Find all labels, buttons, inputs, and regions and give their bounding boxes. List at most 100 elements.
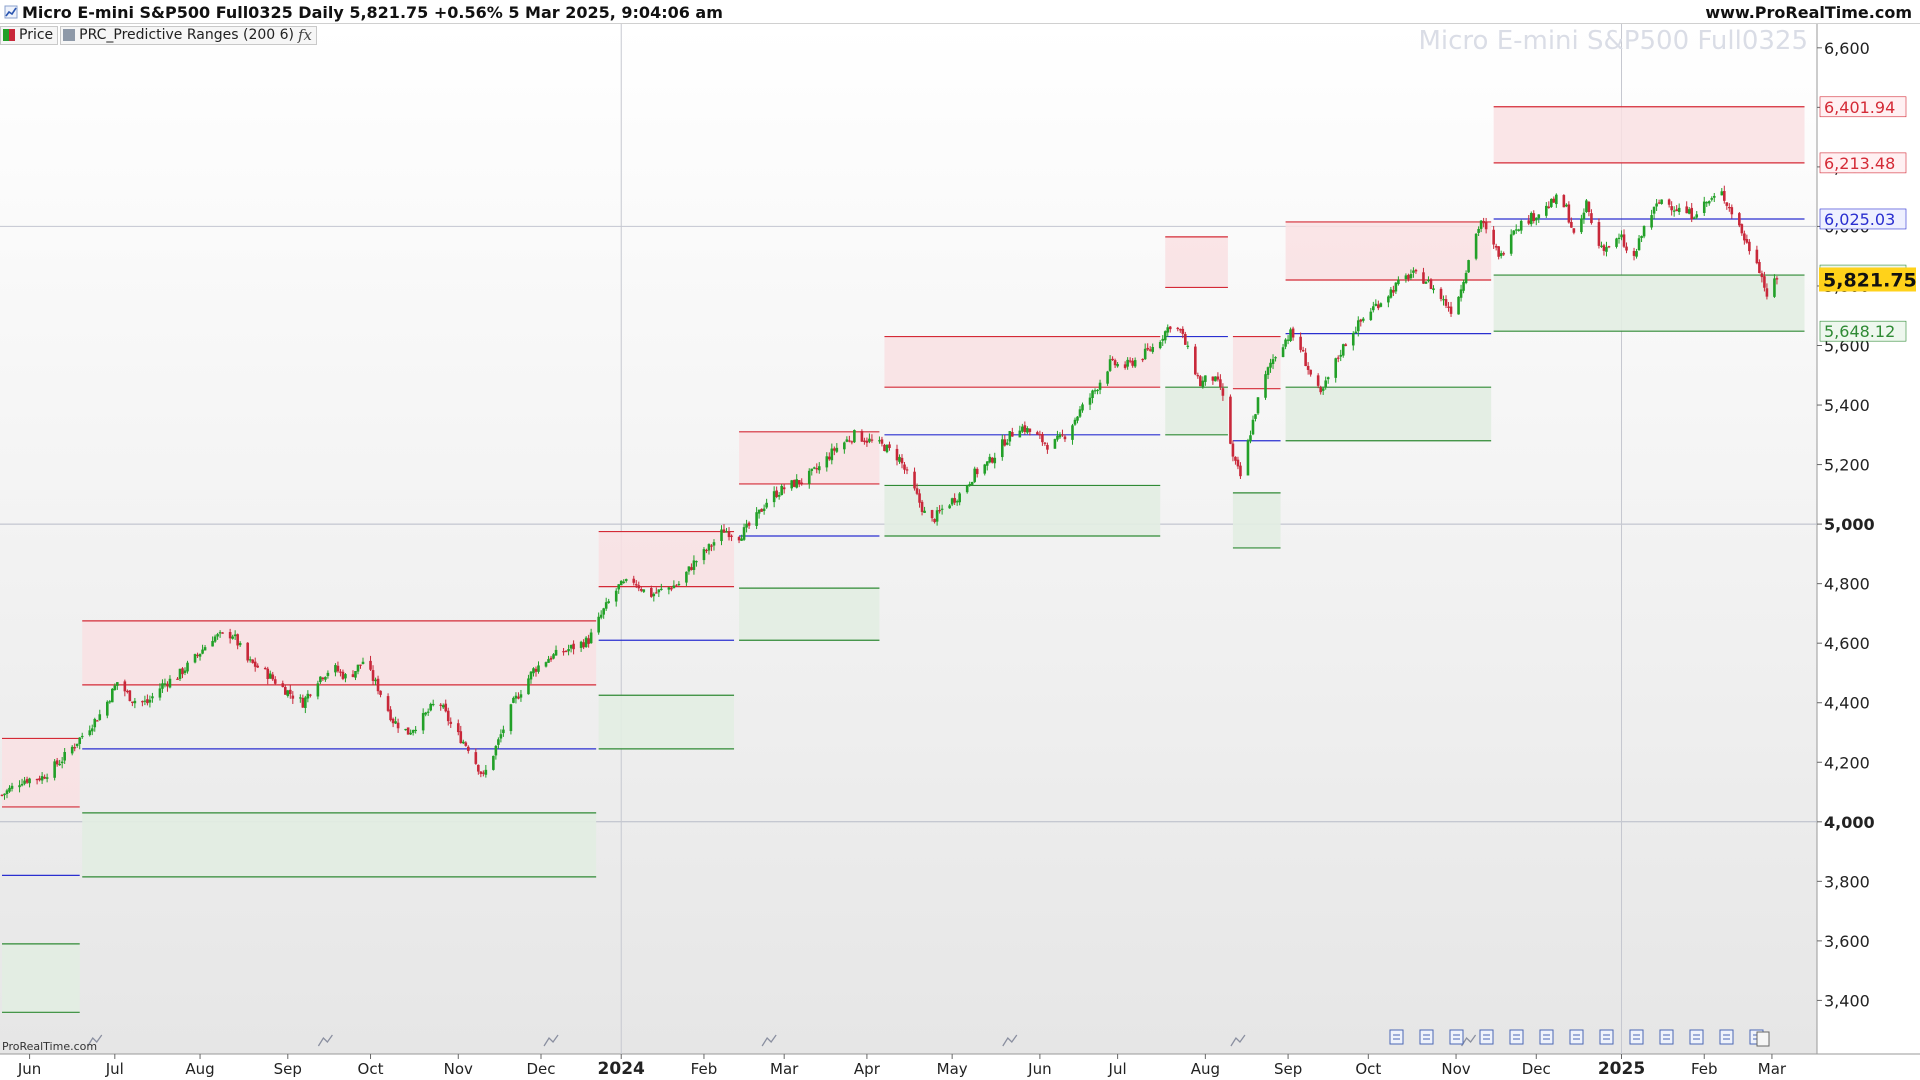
candle-body [1000, 439, 1004, 458]
candle-body [800, 482, 804, 484]
candle-body [765, 502, 768, 508]
candle-body [484, 769, 488, 775]
candle-body [933, 518, 936, 523]
candle-body [1116, 364, 1119, 367]
candle-body [248, 659, 252, 661]
y-axis: 3,400 3,600 3,800 4,000 4,200 4,400 4,600 4,800… [1817, 39, 1917, 1010]
fx-icon[interactable]: fx [297, 26, 312, 44]
candle-body [351, 674, 355, 677]
event-markers [87, 1029, 1770, 1047]
candle-body [1695, 214, 1699, 218]
candle-body [1231, 443, 1235, 457]
legend-price[interactable]: Price [0, 25, 59, 45]
candle-body [3, 793, 6, 796]
candle-body [1407, 274, 1410, 280]
candle-body [1580, 218, 1583, 233]
candle-body [599, 614, 603, 618]
candle-body [968, 483, 971, 486]
candle-body [1301, 349, 1305, 352]
candle-body [722, 529, 726, 533]
candle-body [5, 790, 9, 794]
candle-body [216, 634, 219, 637]
candle-body [396, 722, 400, 729]
x-tick-label: Dec [1522, 1060, 1551, 1078]
candle-body [619, 580, 623, 586]
candle-body [1108, 359, 1112, 371]
event-marker-icon [1461, 1034, 1477, 1047]
candle-body [988, 456, 992, 463]
candle-body [1615, 238, 1618, 247]
candle-body [740, 538, 743, 541]
candle-body [271, 674, 275, 680]
site-link[interactable]: www.ProRealTime.com [1705, 3, 1912, 22]
candle-body [409, 732, 412, 735]
candle-body [993, 457, 997, 464]
candle-body [1234, 456, 1237, 461]
candle-body [35, 778, 39, 781]
candle-body [1361, 318, 1365, 321]
candle-body [1158, 342, 1162, 349]
candle-body [131, 701, 134, 703]
candle-body [1660, 199, 1663, 204]
candle-body [1166, 327, 1170, 333]
news-event-icon [1719, 1029, 1734, 1045]
candle-body [181, 668, 184, 675]
candle-body [201, 649, 204, 654]
candle-body [762, 508, 766, 511]
candle-body [624, 579, 628, 581]
candle-body [176, 678, 179, 680]
candle-body [685, 571, 688, 583]
x-tick-label: Mar [770, 1060, 799, 1078]
candle-body [727, 531, 731, 538]
candle-body [1670, 206, 1673, 211]
event-marker-icon [87, 1034, 103, 1047]
candle-body [883, 444, 886, 452]
candle-body [532, 668, 535, 674]
candle-body [782, 487, 786, 490]
candle-body [509, 704, 513, 732]
candle-body [1379, 303, 1383, 307]
legend-indicator[interactable]: PRC_Predictive Ranges (200 6) fx [60, 25, 317, 45]
candle-body [865, 440, 869, 443]
candle-body [502, 729, 505, 734]
candle-body [707, 544, 711, 551]
candle-body [604, 602, 608, 609]
candle-body [1128, 360, 1132, 362]
candle-body [1745, 239, 1749, 243]
candle-body [233, 634, 237, 637]
candle-body [221, 632, 224, 634]
candle-body [1690, 207, 1694, 220]
level-tag-label: 6,213.48 [1824, 154, 1895, 173]
last-price-label: 5,821.75 [1823, 269, 1917, 291]
candle-body [828, 456, 831, 460]
y-tick-label: 5,400 [1824, 396, 1870, 415]
candle-body [116, 682, 119, 686]
candle-body [712, 542, 716, 546]
candle-body [1597, 222, 1601, 246]
level-tag-box [1819, 320, 1907, 342]
candle-body [1499, 253, 1503, 257]
candle-body [1692, 217, 1696, 219]
candle-body [617, 584, 621, 590]
candle-body [203, 647, 207, 651]
x-tick-label: Sep [1274, 1060, 1302, 1078]
price-chart[interactable]: 3,400 3,600 3,800 4,000 4,200 4,400 4,600 4,800… [0, 24, 1920, 1080]
candle-body [283, 687, 287, 695]
x-axis: Jun Jul Aug Sep Oct Nov Dec 2024 Feb Mar Apr May Jun… [17, 1054, 1787, 1079]
candle-body [1389, 289, 1393, 298]
candle-body [429, 703, 432, 711]
candle-body [634, 584, 638, 586]
candle-body [1221, 388, 1225, 396]
candle-body [554, 649, 558, 656]
candle-body [1484, 222, 1488, 230]
candle-body [1143, 348, 1147, 360]
candle-body [1429, 279, 1433, 289]
legend-indicator-label: PRC_Predictive Ranges (200 6) [79, 27, 294, 43]
candle-body [446, 710, 450, 722]
candle-body [319, 676, 322, 683]
candle-body [371, 670, 375, 681]
candle-body [1482, 220, 1485, 224]
candle-body [1056, 435, 1059, 440]
candle-body [730, 535, 733, 537]
candle-body [1356, 320, 1360, 332]
